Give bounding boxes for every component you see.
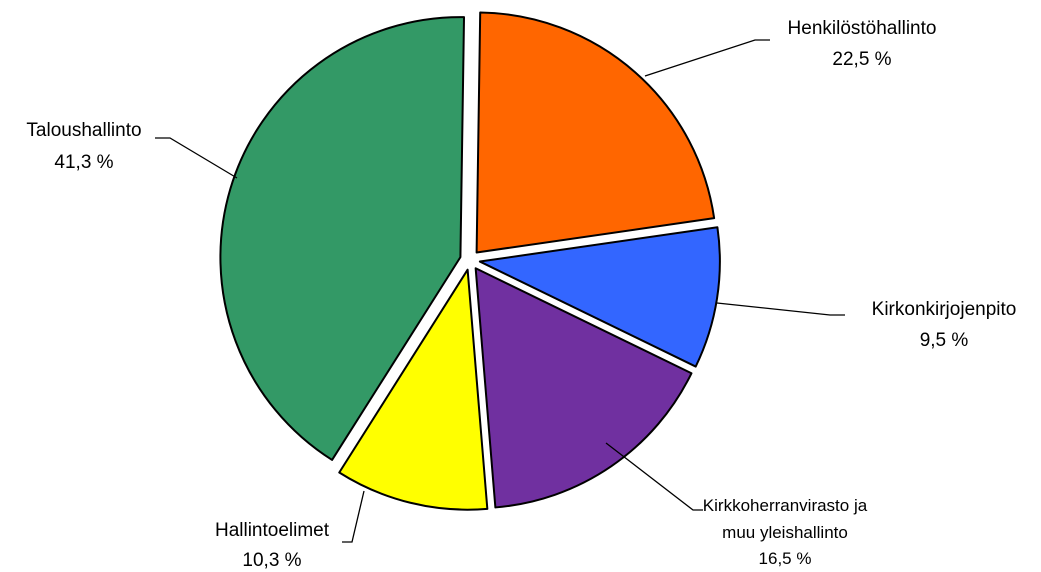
slice-value-kirkonkirjojenpito: 9,5 % [920,330,969,351]
slice-value-hallintoelimet: 10,3 % [242,550,301,571]
label-taloushallinto: Taloushallinto 41,3 % [26,120,141,173]
slice-henkilostohallinto [475,11,716,254]
slice-kirkonkirjojenpito-leader-line [716,302,845,316]
slice-value-henkilostohallinto: 22,5 % [832,49,891,70]
pie-slices [219,11,721,511]
slice-taloushallinto [219,16,466,461]
slice-kirkonkirjojenpito [478,226,721,368]
slice-taloushallinto-leader-line [155,137,238,179]
slice-value-taloushallinto: 41,3 % [54,152,113,173]
slice-kirkkoherranvirasto-leader-line [605,442,703,511]
slice-label-taloushallinto: Taloushallinto [26,120,141,141]
leader-lines [155,39,845,543]
slice-label-henkilostohallinto: Henkilöstöhallinto [788,18,937,39]
slice-henkilostohallinto-leader-line [644,39,770,77]
slice-value-kirkkoherranvirasto: 16,5 % [759,549,812,568]
slice-label-kirkkoherranvirasto-line2: muu yleishallinto [722,523,848,542]
label-henkilostohallinto: Henkilöstöhallinto 22,5 % [788,18,937,70]
label-hallintoelimet: Hallintoelimet 10,3 % [215,520,330,571]
slice-hallintoelimet [338,268,489,511]
slice-label-hallintoelimet: Hallintoelimet [215,520,330,541]
label-kirkonkirjojenpito: Kirkonkirjojenpito 9,5 % [872,299,1017,351]
slice-label-kirkkoherranvirasto-line1: Kirkkoherranvirasto ja [703,496,868,515]
slice-hallintoelimet-leader-line [342,490,365,543]
label-kirkkoherranvirasto: Kirkkoherranvirasto ja muu yleishallinto… [703,496,868,568]
slice-label-kirkonkirjojenpito: Kirkonkirjojenpito [872,299,1017,320]
slice-kirkkoherranvirasto [474,267,693,509]
